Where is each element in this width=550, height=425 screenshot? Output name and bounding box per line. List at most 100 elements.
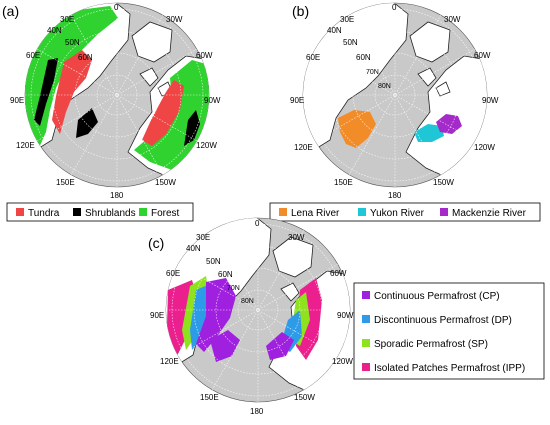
map-a-meridian-30 <box>70 14 164 176</box>
coord-label: 30W <box>444 15 461 24</box>
map-a-lat-70 <box>74 52 160 138</box>
coord-label: 60W <box>330 269 347 278</box>
map-a-tundra-region <box>52 50 92 134</box>
map-c-meridian-60 <box>177 263 339 357</box>
coord-label: 50N <box>343 38 358 47</box>
coord-label: 40N <box>327 26 342 35</box>
coord-label: 60E <box>26 51 40 60</box>
coord-label: 90W <box>204 96 221 105</box>
coord-label: 30E <box>196 233 210 242</box>
legend-label-ipp: Isolated Patches Permafrost (IPP) <box>374 363 525 374</box>
coord-label: 60N <box>356 53 371 62</box>
coord-label: 0 <box>114 3 119 12</box>
legend-label-forest: Forest <box>151 208 180 219</box>
map-c-cp-eurasia-2 <box>210 330 240 362</box>
coord-label: 90E <box>290 96 304 105</box>
panel-a-label: (a) <box>2 3 19 19</box>
coord-label: 30W <box>288 233 305 242</box>
coord-label: 150E <box>56 178 75 187</box>
coord-label: 120W <box>196 141 217 150</box>
coord-label: 60E <box>306 53 320 62</box>
map-a-meridian-60 <box>36 48 198 142</box>
coord-label: 90E <box>10 96 24 105</box>
coord-label: 30W <box>166 15 183 24</box>
map-b-meridian-120 <box>314 48 476 142</box>
coord-label: 120E <box>294 143 313 152</box>
map-c-lat-70 <box>215 267 301 353</box>
map-a <box>24 2 210 188</box>
legend-a: Tundra Shrublands Forest <box>6 202 194 222</box>
panel-b-label: (b) <box>292 3 309 19</box>
legend-swatch-dp <box>362 315 370 323</box>
panel-a: (a) <box>2 2 221 222</box>
map-b-yukon-basin <box>414 124 444 142</box>
map-c-meridian-150 <box>211 229 305 391</box>
coord-label: 0 <box>255 219 260 228</box>
coord-label: 60W <box>474 51 491 60</box>
panel-c-label: (c) <box>148 235 164 251</box>
map-c-meridian-30 <box>211 229 305 391</box>
coord-label: 30E <box>340 15 354 24</box>
legend-label-mackenzie: Mackenzie River <box>452 208 527 219</box>
map-b-arctic-islands <box>417 67 451 97</box>
map-a-shrubland-region-na <box>184 110 200 146</box>
legend-swatch-mackenzie <box>440 208 448 216</box>
map-b-lat-70 <box>352 52 438 138</box>
map-a-meridian-120 <box>36 48 198 142</box>
legend-swatch-lena <box>279 208 287 216</box>
legend-label-sp: Sporadic Permafrost (SP) <box>374 339 488 350</box>
legend-label-shrublands: Shrublands <box>85 208 136 219</box>
legend-label-lena: Lena River <box>291 208 340 219</box>
coord-label: 90E <box>150 311 164 320</box>
coord-label: 150E <box>334 178 353 187</box>
coord-label: 80N <box>241 298 254 305</box>
coord-label: 50N <box>206 257 221 266</box>
map-a-meridian-150 <box>70 14 164 176</box>
coord-label: 60N <box>218 270 233 279</box>
panel-b: (b) <box>269 2 541 222</box>
map-a-forest-region <box>25 6 118 158</box>
coord-label: 180 <box>388 191 402 200</box>
legend-swatch-shrublands <box>73 208 81 216</box>
map-a-tundra-region-na <box>142 80 184 146</box>
legend-label-tundra: Tundra <box>28 208 60 219</box>
legend-swatch-yukon <box>358 208 366 216</box>
coord-label: 180 <box>250 407 264 416</box>
map-b-meridian-60 <box>314 48 476 142</box>
map-b-meridian-30 <box>348 14 442 176</box>
coord-label: 120W <box>332 357 353 366</box>
coord-label: 90W <box>482 96 499 105</box>
map-b-meridian-150 <box>348 14 442 176</box>
map-b-lena-basin <box>338 110 376 148</box>
coord-label: 40N <box>186 244 201 253</box>
coord-label: 80N <box>378 83 391 90</box>
legend-swatch-cp <box>362 291 370 299</box>
legend-b: Lena River Yukon River Mackenzie River <box>269 202 541 222</box>
legend-c-box <box>353 282 545 380</box>
coord-label: 120E <box>160 357 179 366</box>
map-b-eurasia <box>303 3 409 161</box>
coord-label: 0 <box>392 3 397 12</box>
coord-label: 150W <box>155 178 176 187</box>
coord-label: 30E <box>60 15 74 24</box>
coord-label: 90W <box>337 311 354 320</box>
legend-swatch-sp <box>362 339 370 347</box>
legend-swatch-ipp <box>362 363 370 371</box>
legend-label-dp: Discontinuous Permafrost (DP) <box>374 315 512 326</box>
legend-swatch-tundra <box>16 208 24 216</box>
map-c-meridian-120 <box>177 263 339 357</box>
legend-b-box <box>269 202 541 222</box>
map-a-shrubland-region <box>34 58 58 126</box>
coord-label: 150W <box>294 393 315 402</box>
legend-c: Continuous Permafrost (CP) Discontinuous… <box>353 282 545 380</box>
map-a-shrubland-region-2 <box>76 108 98 138</box>
legend-label-yukon: Yukon River <box>370 208 425 219</box>
map-b-mackenzie-basin <box>436 114 462 134</box>
panel-c: (c) <box>148 217 545 416</box>
coord-label: 150W <box>433 178 454 187</box>
coord-label: 120E <box>16 141 35 150</box>
map-b <box>302 2 488 188</box>
coord-label: 120W <box>474 143 495 152</box>
coord-label: 40N <box>47 26 62 35</box>
